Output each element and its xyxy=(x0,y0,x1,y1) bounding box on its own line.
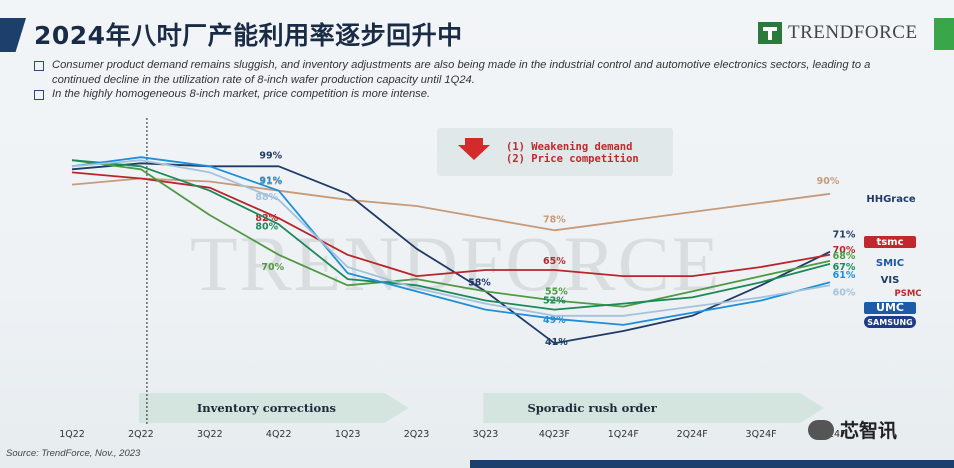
legend-logo-psmc: PSMC xyxy=(894,289,921,299)
data-label-samsung: 60% xyxy=(833,287,856,298)
data-label-smic: 70% xyxy=(833,245,856,256)
bullet-list: Consumer product demand remains sluggish… xyxy=(34,58,904,102)
x-tick-label: 4Q23F xyxy=(539,429,570,440)
legend-logo-hhgrace: HHGrace xyxy=(866,194,916,205)
data-label-tsmc: 99% xyxy=(259,150,282,161)
x-tick-label: 1Q23 xyxy=(335,429,361,440)
x-tick-label: 3Q22 xyxy=(197,429,223,440)
x-tick-label: 1Q22 xyxy=(59,429,85,440)
wechat-icon xyxy=(808,419,834,440)
series-line-samsung xyxy=(71,159,831,317)
callout-line-1: (1) Weakening demand xyxy=(506,141,632,153)
data-label-hhgrace: 78% xyxy=(543,214,566,225)
data-label-psmc: 80% xyxy=(255,221,278,232)
series-line-umc xyxy=(71,156,831,326)
down-arrow-icon xyxy=(458,145,490,160)
legend-logo-bg xyxy=(864,236,916,248)
data-label-psmc: 67% xyxy=(833,262,856,273)
footer-bar xyxy=(470,460,954,468)
watermark-text: 芯智讯 xyxy=(840,420,898,442)
down-arrow-icon-stem xyxy=(465,138,483,146)
data-label-tsmc: 71% xyxy=(833,230,856,241)
legend-logo-umc: UMC xyxy=(876,301,904,314)
background-watermark: TRENDFORCE xyxy=(190,220,721,307)
trendforce-logo-text: TRENDFORCE xyxy=(788,22,918,43)
legend-logo-smic: SMIC xyxy=(876,258,904,269)
wechat-watermark: 芯智讯 xyxy=(808,416,897,443)
data-label-tsmc: 41% xyxy=(545,337,568,348)
trendforce-logo: TRENDFORCE xyxy=(758,20,918,46)
phase-label-2: Sporadic rush order xyxy=(527,401,657,415)
data-label-hhgrace: 90% xyxy=(817,176,840,187)
data-label-vis: 70% xyxy=(261,262,284,273)
trendforce-logo-icon xyxy=(758,22,782,44)
x-tick-label: 2Q24F xyxy=(677,429,708,440)
data-label-vis: 55% xyxy=(545,287,568,298)
bullet-item-2: In the highly homogeneous 8-inch market,… xyxy=(34,87,904,102)
series-line-psmc xyxy=(71,159,831,311)
x-tick-label: 2Q23 xyxy=(404,429,430,440)
legend-logo-bg xyxy=(864,316,916,328)
page-title: 2024年八吋厂产能利用率逐步回升中 xyxy=(34,21,463,50)
data-label-umc: 91% xyxy=(259,176,282,187)
data-label-vis: 68% xyxy=(833,251,856,262)
legend-logo-samsung: SAMSUNG xyxy=(867,318,912,327)
source-note: Source: TrendForce, Nov., 2023 xyxy=(6,448,141,459)
data-label-samsung: 88% xyxy=(255,192,278,203)
legend-logo-tsmc: tsmc xyxy=(876,237,903,248)
x-tick-label: 4Q22 xyxy=(266,429,292,440)
data-label-umc: 61% xyxy=(833,270,856,281)
series-line-vis xyxy=(71,159,831,308)
title-accent-right xyxy=(934,18,954,50)
data-label-psmc: 52% xyxy=(543,296,566,307)
series-line-hhgrace xyxy=(71,177,831,232)
phase-arrow-2 xyxy=(483,393,824,423)
phase-label-1: Inventory corrections xyxy=(197,401,336,415)
data-label-tsmc: 58% xyxy=(468,277,491,288)
data-label-hhgrace: 91% xyxy=(259,177,282,188)
x-tick-label: 2Q22 xyxy=(128,429,154,440)
x-tick-label: 1Q24F xyxy=(608,429,639,440)
legend-logo-vis: VIS xyxy=(881,275,900,286)
callout-line-2: (2) Price competition xyxy=(506,153,639,165)
legend-logo-bg xyxy=(864,302,916,314)
x-tick-label: 3Q23 xyxy=(473,429,499,440)
data-label-smic: 65% xyxy=(543,256,566,267)
data-label-umc: 49% xyxy=(543,315,566,326)
callout-box xyxy=(437,128,673,176)
x-tick-label: 3Q24F xyxy=(746,429,777,440)
bullet-item-1: Consumer product demand remains sluggish… xyxy=(34,58,904,87)
phase-arrow-1 xyxy=(138,393,409,423)
